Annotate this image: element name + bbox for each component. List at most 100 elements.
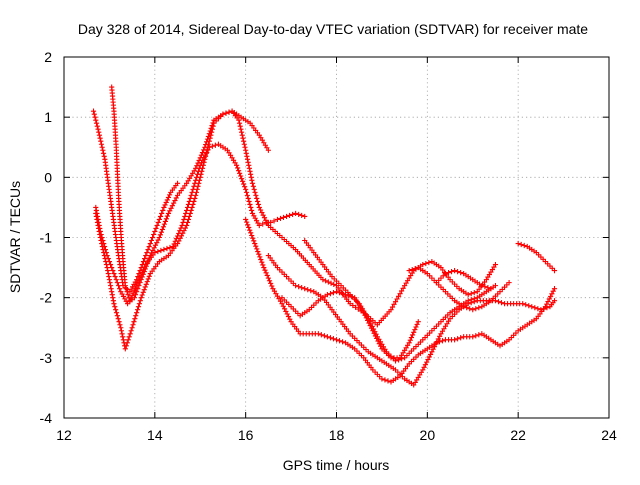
data-point [94,210,100,217]
data-point [324,292,331,298]
data-point [323,278,329,284]
data-point [379,376,385,382]
data-point [394,296,400,302]
x-tick-label: 20 [420,427,436,443]
data-point [110,295,116,301]
data-point [468,291,474,297]
data-point [388,307,394,313]
data-point [124,289,130,295]
data-point [131,295,137,301]
data-point [209,143,215,149]
data-point [238,126,244,132]
data-point [409,332,416,338]
data-point [465,298,471,304]
data-point [198,152,204,158]
data-point [241,141,247,147]
data-point [442,271,449,277]
data-point [101,240,107,247]
data-point [237,123,243,129]
data-point [488,286,494,292]
data-point [473,333,479,339]
data-point [251,186,257,192]
x-tick-label: 14 [147,427,163,443]
data-point [128,328,134,334]
data-point [136,283,142,289]
data-point [302,286,308,292]
y-tick-label: 2 [44,49,52,65]
data-point [305,287,311,293]
data-point [392,358,399,364]
data-point [260,262,266,268]
data-point [129,325,135,331]
data-point [283,213,290,220]
data-point [330,336,337,342]
data-point [119,331,125,337]
data-point [274,216,281,223]
data-point [256,222,262,229]
data-point [157,232,163,238]
data-point [162,218,169,225]
data-point [94,123,100,129]
data-point [126,334,132,340]
data-point [385,378,391,384]
data-point [253,192,259,198]
data-point [252,240,258,247]
data-point [408,334,415,341]
data-point [174,180,181,186]
data-point [202,144,208,150]
data-point [268,280,274,286]
data-point [302,213,308,220]
data-point [420,261,426,268]
data-point [95,216,101,223]
series-track-1 [90,108,181,295]
data-point [96,132,103,138]
grid-layer [64,57,609,418]
series-track-9 [406,264,512,313]
data-point [249,232,255,239]
data-point [112,274,118,280]
data-point [196,177,203,183]
data-point [468,297,474,303]
series-track-8 [302,237,499,364]
data-point [411,329,417,335]
data-point [104,264,110,271]
data-point [105,267,111,274]
data-point [244,153,250,159]
data-point [95,126,101,132]
data-point [392,299,399,305]
data-point [196,157,202,164]
data-point [247,168,253,174]
data-point [458,335,464,341]
data-point [125,292,131,298]
data-point [249,180,256,186]
data-point [113,277,119,283]
data-point [114,313,120,319]
data-point [258,256,264,263]
data-point [243,216,249,223]
data-point [157,213,164,220]
data-point [189,189,195,195]
data-point [325,279,331,285]
series-track-6 [265,252,558,388]
data-point [133,313,139,319]
data-point [98,231,104,238]
data-point [518,241,524,248]
data-point [455,268,461,275]
y-tick-label: -4 [40,410,53,426]
data-point [426,259,432,266]
data-point [238,173,244,179]
data-point [116,319,122,325]
data-point [339,339,346,345]
data-point [201,147,207,153]
data-point [261,264,267,271]
data-point [115,316,121,322]
data-point [413,324,419,330]
data-point [247,201,253,208]
data-point [242,144,248,150]
data-point [241,181,247,187]
series-track-2 [109,84,308,304]
data-point [195,183,201,189]
data-point [246,162,252,168]
data-point [445,269,452,276]
